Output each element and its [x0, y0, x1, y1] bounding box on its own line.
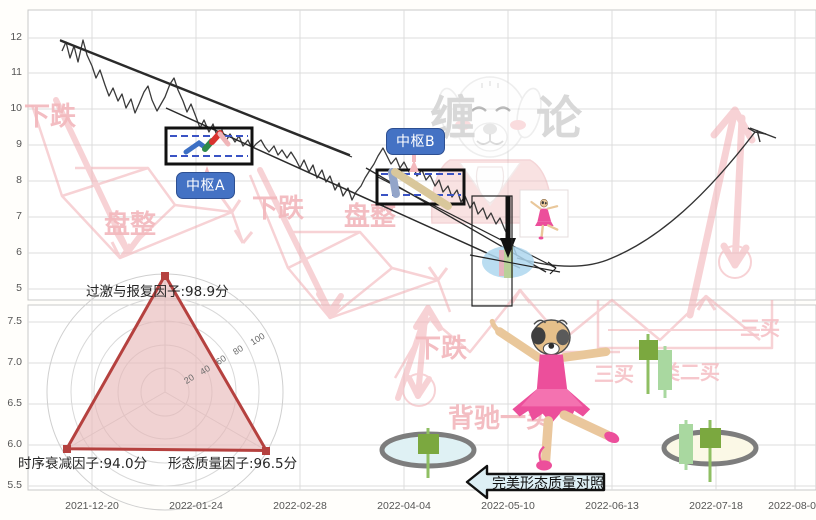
watermark-text-sanmai-1: 三买 — [740, 316, 780, 340]
watermark-brand-char-2: 论 — [536, 91, 582, 145]
indicator-y-tick: 7.0 — [7, 356, 22, 368]
watermark-text-xiadie-1: 下跌 — [24, 102, 77, 132]
price-y-tick: 6 — [16, 246, 22, 258]
price-y-tick: 11 — [11, 66, 22, 78]
x-axis-tick: 2022-01-24 — [169, 500, 223, 512]
radar-label-right: 形态质量因子:96.5分 — [168, 456, 298, 472]
watermark-text-panzheng-2: 盘整 — [344, 202, 397, 232]
x-axis-tick: 2022-06-13 — [585, 500, 639, 512]
radar-label-top: 过激与报复因子:98.9分 — [86, 284, 229, 300]
price-y-tick: 10 — [10, 102, 22, 114]
pivot-a-label[interactable]: 中枢A — [176, 172, 236, 199]
indicator-y-tick: 6.0 — [7, 438, 22, 450]
price-y-tick: 7 — [16, 210, 22, 222]
price-y-tick: 5 — [16, 282, 22, 294]
x-axis-tick: 2022-08-08 — [768, 500, 816, 512]
x-axis-tick: 2022-07-18 — [689, 500, 743, 512]
indicator-y-tick: 7.5 — [7, 315, 22, 327]
comparison-callout-label[interactable]: 完美形态质量对照 — [492, 476, 604, 492]
price-y-tick: 9 — [16, 138, 22, 150]
radar-label-left: 时序衰减因子:94.0分 — [18, 456, 148, 472]
price-y-tick: 8 — [16, 174, 22, 186]
indicator-y-tick: 6.5 — [7, 397, 22, 409]
x-axis-tick: 2022-04-04 — [377, 500, 431, 512]
watermark-text-xiadie-2: 下跌 — [252, 194, 305, 224]
x-axis-tick: 2022-05-10 — [481, 500, 535, 512]
x-axis-tick: 2022-02-28 — [273, 500, 327, 512]
x-axis-tick: 2021-12-20 — [65, 500, 119, 512]
price-y-tick: 12 — [10, 31, 22, 43]
watermark-text-panzheng-1: 盘整 — [104, 210, 157, 240]
indicator-y-tick: 5.5 — [7, 479, 22, 491]
watermark-text-sanmai-2: 三买 — [594, 362, 634, 386]
pivot-b-label[interactable]: 中枢B — [386, 128, 446, 155]
watermark-text-xiadie-3: 下跌 — [415, 334, 468, 364]
